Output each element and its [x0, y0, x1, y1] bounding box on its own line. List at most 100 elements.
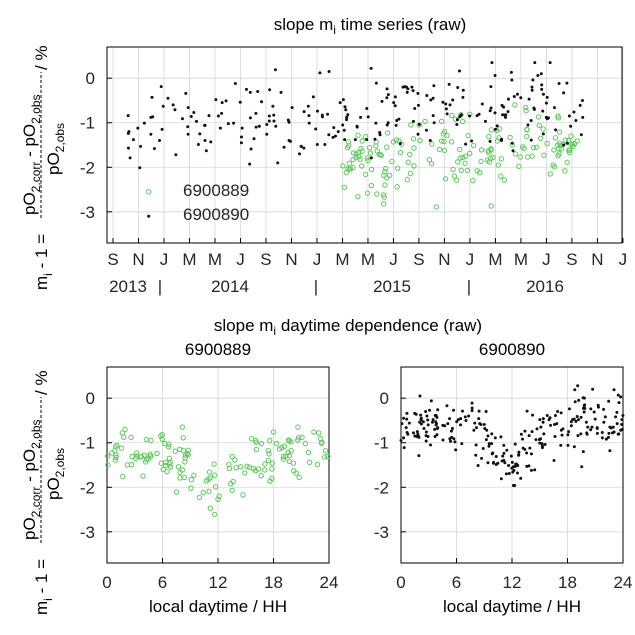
- x-tick-label: M: [208, 250, 222, 269]
- point-6900890: [586, 425, 590, 429]
- point-6900890: [398, 142, 402, 146]
- point-6900889: [233, 464, 239, 471]
- point-6900890: [288, 139, 292, 143]
- point-6900890: [186, 125, 190, 129]
- point-6900890: [196, 143, 200, 147]
- point-6900889: [496, 126, 503, 132]
- point-6900889: [180, 448, 187, 454]
- point-6900890: [493, 127, 497, 131]
- point-6900889: [242, 470, 248, 476]
- point-6900889: [498, 173, 504, 179]
- point-6900890: [549, 423, 553, 427]
- point-6900889: [182, 455, 188, 461]
- point-6900890: [333, 134, 337, 138]
- point-6900889: [380, 192, 387, 198]
- year-label: 2016: [526, 277, 564, 296]
- point-6900890: [608, 449, 612, 453]
- point-6900890: [510, 78, 514, 82]
- point-6900889: [470, 142, 477, 149]
- point-6900890: [545, 95, 549, 99]
- point-6900889: [113, 454, 119, 461]
- point-6900890: [602, 420, 606, 424]
- point-6900890: [503, 461, 507, 465]
- point-6900890: [232, 121, 236, 125]
- point-6900890: [326, 112, 330, 116]
- point-6900889: [211, 511, 218, 518]
- point-6900889: [226, 465, 233, 472]
- point-6900890: [487, 442, 491, 446]
- point-6900889: [266, 451, 272, 457]
- point-6900890: [411, 431, 415, 435]
- point-6900890: [416, 132, 420, 136]
- point-6900890: [572, 417, 576, 421]
- point-6900890: [538, 441, 542, 445]
- point-6900890: [584, 420, 588, 424]
- point-6900890: [577, 398, 581, 402]
- point-6900889: [486, 159, 493, 165]
- point-6900890: [374, 81, 378, 85]
- point-6900889: [229, 453, 235, 460]
- point-6900890: [419, 413, 423, 417]
- point-6900890: [435, 415, 439, 419]
- point-6900890: [343, 105, 347, 109]
- point-6900889: [516, 163, 522, 170]
- point-6900890: [579, 415, 583, 419]
- point-6900890: [400, 422, 404, 426]
- point-6900890: [425, 414, 429, 418]
- point-6900889: [407, 170, 414, 177]
- point-6900890: [127, 130, 131, 134]
- point-6900890: [355, 124, 359, 128]
- point-6900890: [530, 85, 534, 89]
- point-6900890: [477, 409, 481, 413]
- point-6900890: [402, 436, 406, 440]
- point-6900890: [331, 135, 335, 139]
- point-6900889: [463, 153, 469, 159]
- point-6900890: [427, 408, 431, 412]
- y-tick-label: -2: [374, 478, 389, 497]
- point-6900890: [591, 387, 595, 391]
- point-6900890: [341, 98, 345, 102]
- point-6900889: [325, 453, 331, 460]
- ylabel-unit: / %: [32, 45, 51, 70]
- point-6900890: [186, 106, 190, 110]
- point-6900890: [567, 407, 571, 411]
- point-6900890: [431, 96, 435, 100]
- point-6900890: [189, 114, 193, 118]
- point-6900890: [527, 434, 531, 438]
- point-6900889: [464, 167, 471, 174]
- point-6900890: [581, 115, 585, 119]
- point-6900890: [576, 384, 580, 388]
- point-6900890: [580, 465, 584, 469]
- point-6900889: [449, 112, 455, 119]
- point-6900890: [559, 443, 563, 447]
- x-tick-label: S: [107, 250, 118, 269]
- point-6900889: [438, 138, 445, 144]
- point-6900890: [574, 419, 578, 423]
- point-6900890: [265, 123, 269, 127]
- point-6900890: [525, 409, 529, 413]
- point-6900890: [509, 70, 513, 74]
- point-6900890: [502, 451, 506, 455]
- point-6900889: [175, 464, 182, 470]
- point-6900890: [318, 71, 322, 75]
- point-6900890: [431, 114, 435, 118]
- point-6900890: [525, 451, 529, 455]
- point-6900890: [432, 121, 436, 125]
- point-6900889: [555, 152, 561, 159]
- point-6900889: [216, 493, 222, 499]
- point-6900889: [180, 435, 186, 441]
- point-6900890: [583, 406, 587, 410]
- point-6900890: [511, 483, 515, 487]
- point-6900889: [267, 478, 273, 484]
- point-6900889: [359, 163, 365, 169]
- point-6900890: [544, 115, 548, 119]
- x-tick-label: M: [361, 250, 375, 269]
- point-6900890: [517, 450, 521, 454]
- point-6900889: [436, 146, 443, 153]
- point-6900889: [296, 474, 302, 481]
- point-6900890: [528, 446, 532, 450]
- point-6900890: [484, 410, 488, 414]
- point-6900889: [343, 169, 349, 176]
- point-6900889: [355, 193, 361, 200]
- point-6900889: [104, 453, 111, 459]
